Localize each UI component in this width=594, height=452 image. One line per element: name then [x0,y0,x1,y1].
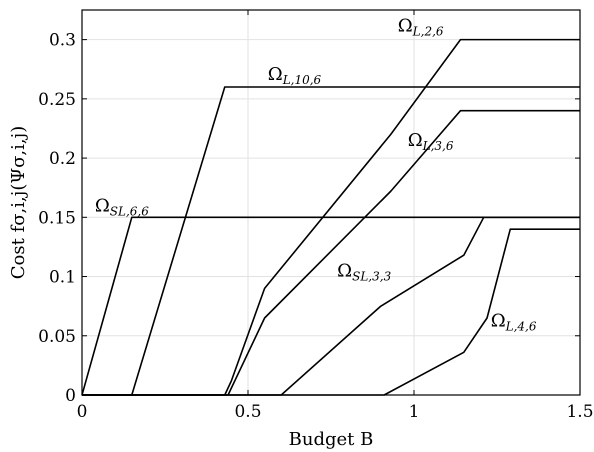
series-line-0 [81,216,580,396]
x-tick-label: 0.5 [234,402,261,422]
series-line-1 [82,86,580,396]
series-labels: ΩSL,6,6 ΩL,10,6 ΩL,2,6 ΩL,3,6 ΩSL,3,3 ΩL,4,6 [95,15,537,333]
series-label-5: ΩL,4,6 [491,310,537,333]
y-tick-label: 0.2 [49,149,76,169]
series-label-1: ΩL,10,6 [268,64,322,87]
y-tick-label: 0.15 [38,208,76,228]
series-label-4: ΩSL,3,3 [337,261,391,284]
series-line-4 [82,216,580,396]
x-axis-label: Budget B [289,429,374,450]
series-line-3 [82,109,580,396]
y-tick-label: 0 [65,386,76,406]
series-label-3: ΩL,3,6 [408,130,454,153]
tick-labels: 0 0.5 1 1.5 0 0.05 0.1 0.15 0.2 0.25 0.3 [38,31,593,422]
series-lines [81,38,580,396]
y-tick-label: 0.1 [49,268,76,288]
y-tick-label: 0.05 [38,327,76,347]
y-tick-label: 0.25 [38,90,76,110]
plot-frame [81,9,581,396]
x-tick-label: 1.5 [566,402,593,422]
x-tick-label: 1 [409,402,420,422]
series-label-0: ΩSL,6,6 [95,195,149,218]
grid [81,10,581,396]
y-tick-label: 0.3 [49,31,76,51]
x-tick-label: 0 [77,402,88,422]
axes [81,9,581,396]
series-label-2: ΩL,2,6 [398,15,444,38]
y-axis-label: Cost fσ,i,j(Ψσ,i,j) [8,126,29,279]
